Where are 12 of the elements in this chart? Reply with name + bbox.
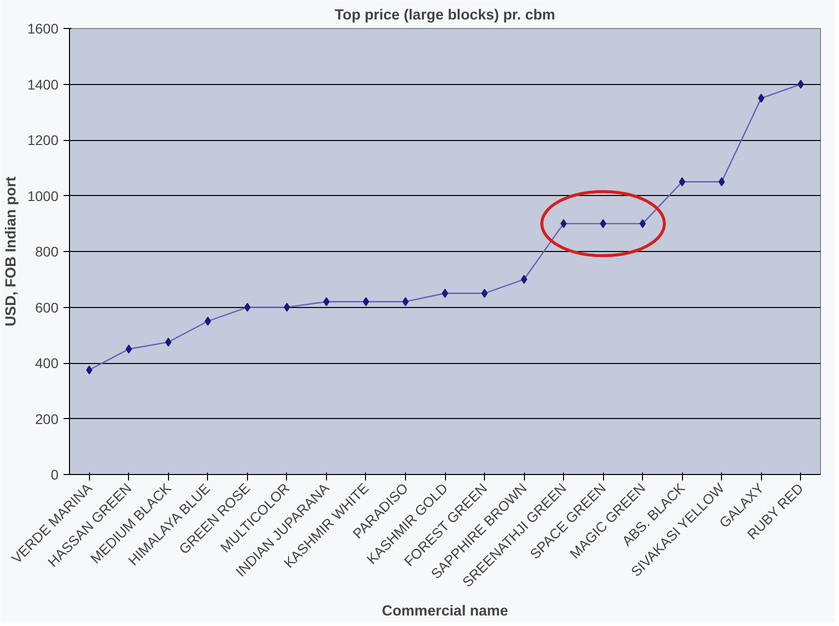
y-tick-label: 200 <box>35 410 59 427</box>
y-tick-label: 1200 <box>27 132 59 148</box>
y-axis-title: USD, FOB Indian port <box>3 176 20 326</box>
x-axis-title: Commercial name <box>382 604 508 620</box>
y-tick-label: 0 <box>50 466 59 482</box>
y-tick-label: 1600 <box>27 20 59 36</box>
chart-title: Top price (large blocks) pr. cbm <box>334 8 556 24</box>
y-tick-label: 800 <box>35 244 59 260</box>
y-tick-label: 1000 <box>27 188 59 204</box>
y-tick-label: 400 <box>35 355 59 371</box>
y-tick-label: 600 <box>35 299 59 316</box>
y-tick-label: 1400 <box>27 76 59 92</box>
